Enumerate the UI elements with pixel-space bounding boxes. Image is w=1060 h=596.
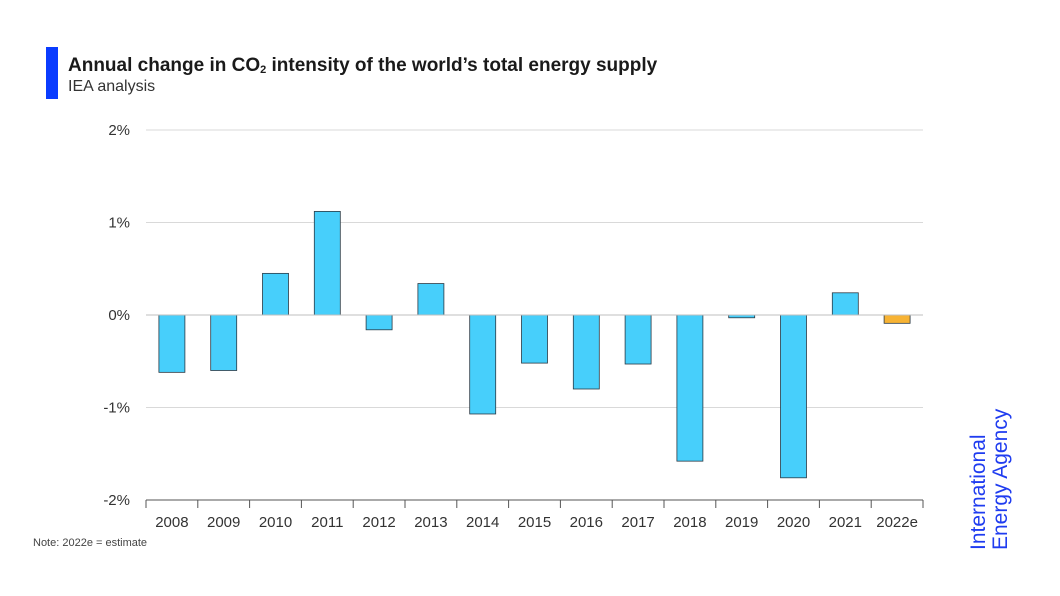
y-tick-label: -1% [103,400,130,417]
bar [262,272,289,316]
x-tick-label: 2014 [466,514,499,531]
y-tick-label: 1% [108,215,130,232]
chart-note: Note: 2022e = estimate [33,537,148,549]
y-tick-label: -2% [103,492,130,509]
x-tick-label: 2012 [362,514,395,531]
title-accent-bar [46,47,58,99]
bar [676,314,704,462]
bar [210,314,238,371]
bar [883,314,911,324]
y-tick-label: 0% [108,307,130,324]
bar [158,314,186,373]
x-tick-label: 2016 [570,514,603,531]
x-tick-label: 2015 [518,514,551,531]
chart-subtitle: IEA analysis [68,78,156,95]
x-tick-label: 2018 [673,514,706,531]
bar [521,314,548,364]
x-tick-label: 2013 [414,514,447,531]
bar [365,314,393,331]
x-tick-label: 2021 [829,514,862,531]
bar [624,314,652,365]
chart-title: Annual change in CO2 intensity of the wo… [68,55,658,76]
x-tick-label: 2011 [311,514,343,531]
x-tick-label: 2017 [621,514,654,531]
bar [572,314,600,390]
bar [780,314,807,479]
iea-logo: International Energy Agency [967,408,1012,550]
bar [831,292,859,316]
logo-line-1: International [967,434,990,550]
bar [417,283,445,316]
y-tick-label: 2% [108,122,130,139]
bar [469,314,497,415]
x-tick-label: 2019 [725,514,758,531]
bar [313,210,341,316]
logo-line-2: Energy Agency [989,408,1012,550]
x-tick-label: 2009 [207,514,240,531]
x-tick-label: 2022e [876,514,918,531]
x-tick-label: 2020 [777,514,810,531]
x-tick-label: 2010 [259,514,292,531]
x-tick-label: 2008 [155,514,188,531]
